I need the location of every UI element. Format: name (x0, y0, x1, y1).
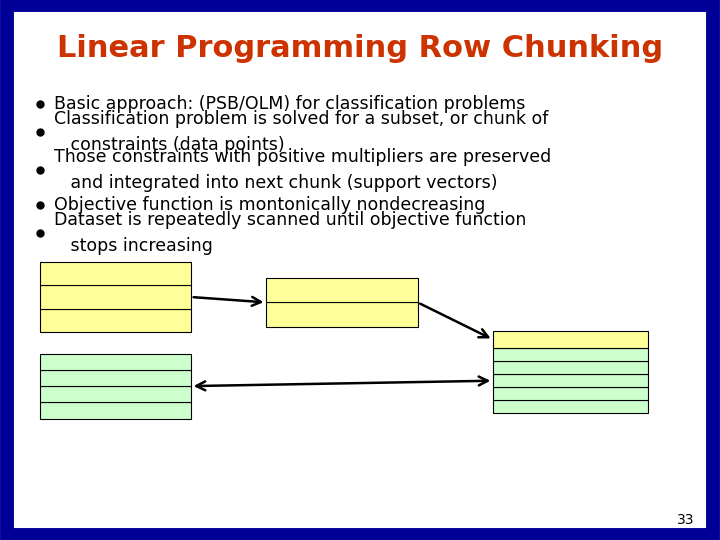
Text: Classification problem is solved for a subset, or chunk of
   constraints (data : Classification problem is solved for a s… (54, 110, 549, 154)
Bar (40, 402, 191, 418)
Bar (40, 354, 191, 370)
Bar (493, 387, 648, 400)
Bar (266, 278, 418, 302)
Text: Those constraints with positive multipliers are preserved
   and integrated into: Those constraints with positive multipli… (54, 148, 552, 192)
Bar (493, 348, 648, 361)
Bar (40, 285, 191, 309)
Text: Objective function is montonically nondecreasing: Objective function is montonically nonde… (54, 196, 485, 214)
Bar (493, 374, 648, 387)
Bar (493, 361, 648, 374)
Bar (40, 386, 191, 402)
Text: Linear Programming Row Chunking: Linear Programming Row Chunking (57, 34, 663, 63)
Bar (266, 302, 418, 327)
Bar (493, 400, 648, 413)
Text: 33: 33 (678, 512, 695, 526)
Bar (493, 331, 648, 348)
Text: Basic approach: (PSB/OLM) for classification problems: Basic approach: (PSB/OLM) for classifica… (54, 94, 526, 113)
Text: Dataset is repeatedly scanned until objective function
   stops increasing: Dataset is repeatedly scanned until obje… (54, 211, 526, 255)
Bar (40, 370, 191, 386)
Bar (40, 309, 191, 332)
Bar (40, 262, 191, 285)
